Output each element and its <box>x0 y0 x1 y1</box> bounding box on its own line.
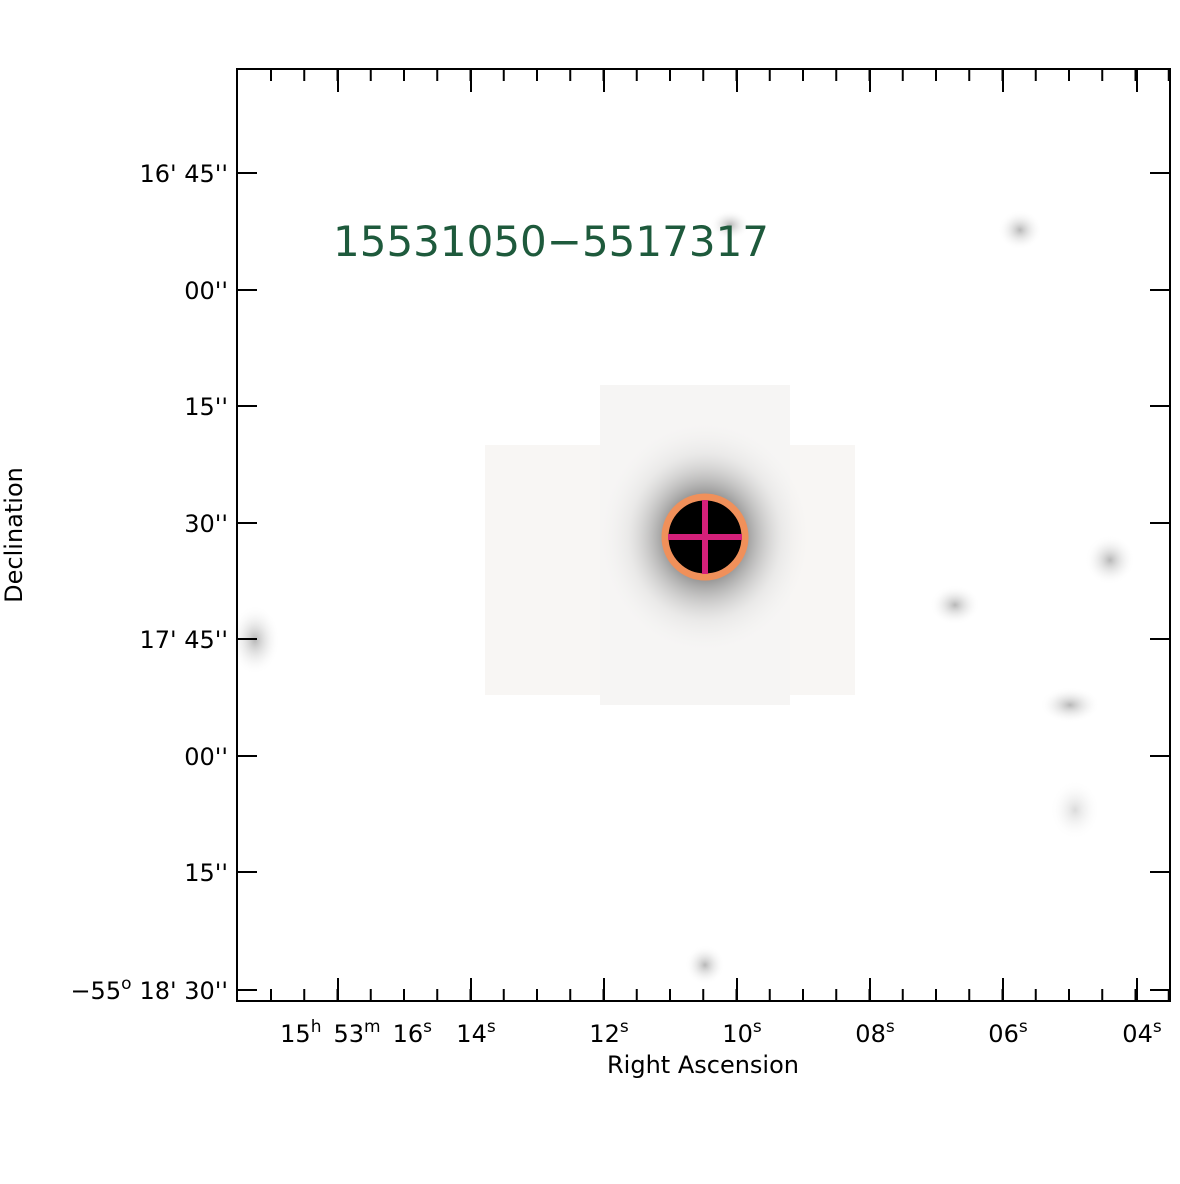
y-tick-label: 00'' <box>184 743 228 771</box>
x-tick-label: 14s <box>456 1017 496 1048</box>
x-tick-label-part: s <box>886 1017 895 1037</box>
sky-image <box>230 69 1170 1001</box>
x-tick-label-part: s <box>423 1017 432 1037</box>
y-tick-label-part: o <box>121 974 131 994</box>
x-tick-label: 04s <box>1122 1017 1162 1048</box>
x-tick-label-part: 16 <box>393 1020 424 1048</box>
y-tick-label: 00'' <box>184 277 228 305</box>
x-tick-label-part: 15 <box>280 1020 311 1048</box>
x-tick-label-part: 12 <box>589 1020 620 1048</box>
y-tick-label: −55o 18' 30'' <box>70 974 228 1005</box>
x-tick-label: 15h 53m 16s <box>280 1017 432 1048</box>
x-tick-label: 08s <box>855 1017 895 1048</box>
y-tick-label: 15'' <box>184 393 228 421</box>
x-tick-label-part: 14 <box>456 1020 487 1048</box>
x-tick-label-part: 04 <box>1122 1020 1153 1048</box>
x-tick-label-part: m <box>364 1017 381 1037</box>
x-tick-label: 12s <box>589 1017 629 1048</box>
x-tick-label-part: s <box>487 1017 496 1037</box>
x-tick-label-part: h <box>311 1017 322 1037</box>
y-axis-label: Declination <box>0 467 28 603</box>
x-tick-label: 10s <box>722 1017 762 1048</box>
ticks <box>237 69 1170 1001</box>
y-tick-label-part: 18' 30'' <box>140 977 229 1005</box>
y-tick-label-part: −55 <box>70 977 121 1005</box>
y-tick-label: 17' 45'' <box>140 626 229 654</box>
tick-labels: 16' 45'' 00'' 15'' 30'' 17' 45'' 00'' 15'' −55o… <box>70 160 1161 1048</box>
x-tick-label: 06s <box>988 1017 1028 1048</box>
x-axis-label: Right Ascension <box>607 1051 799 1079</box>
x-tick-label-part: 08 <box>855 1020 886 1048</box>
y-tick-label: 15'' <box>184 859 228 887</box>
object-id: 15531050−5517317 <box>333 217 769 266</box>
x-tick-label-part: s <box>620 1017 629 1037</box>
x-tick-label-part: s <box>1153 1017 1162 1037</box>
x-tick-label-part: 53 <box>333 1020 364 1048</box>
x-tick-label-part: s <box>1019 1017 1028 1037</box>
x-tick-label-part: 06 <box>988 1020 1019 1048</box>
x-tick-label-part: 10 <box>722 1020 753 1048</box>
x-tick-label-part: s <box>753 1017 762 1037</box>
y-tick-label: 30'' <box>184 510 228 538</box>
y-tick-label: 16' 45'' <box>140 160 229 188</box>
